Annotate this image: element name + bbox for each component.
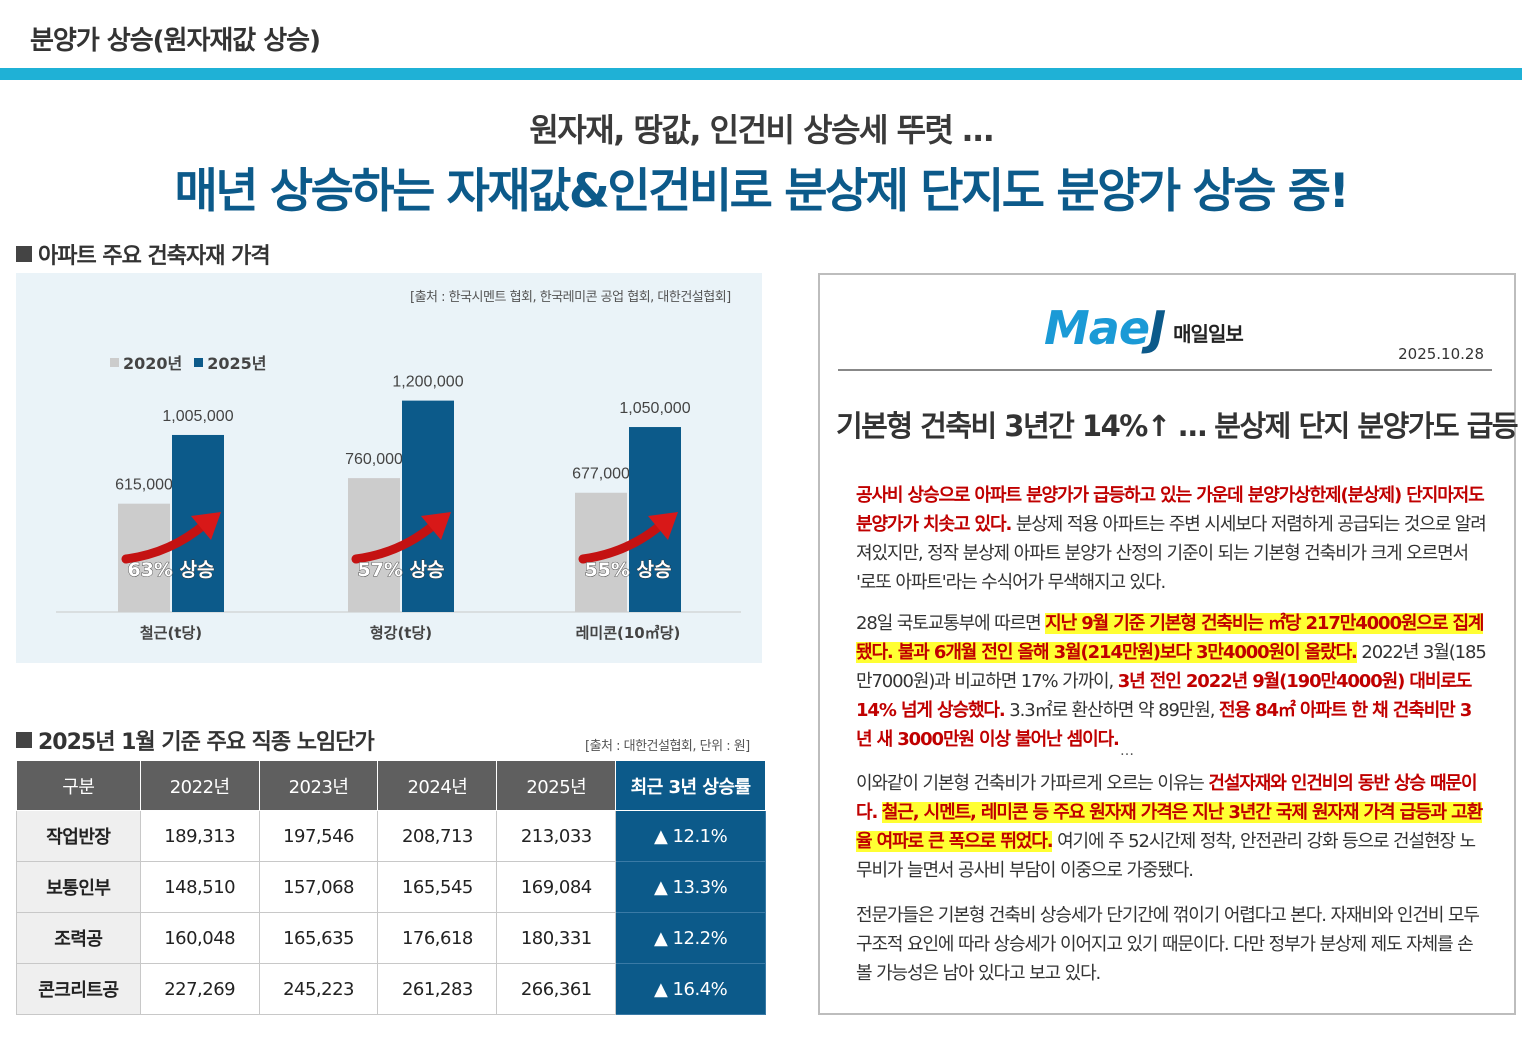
wage-table: 구분 2022년 2023년 2024년 2025년 최근 3년 상승률 작업반… [16,760,766,1015]
bar-2020 [348,478,400,612]
row-category: 콘크리트공 [16,963,141,1015]
cell-2023: 165,635 [258,912,379,964]
materials-section-title: 아파트 주요 건축자재 가격 [16,238,271,270]
category-label: 형강(t당) [370,624,432,642]
cell-2022: 189,313 [139,810,260,862]
legend-swatch-2025 [194,357,204,367]
wages-title-text: 2025년 1월 기준 주요 직종 노임단가 [38,730,375,755]
p2-text-a: 28일 국토교통부에 따르면 [856,613,1046,634]
maeil-logo: MaeJ 매일일보 [1044,305,1244,351]
row-category: 보통인부 [16,861,141,913]
table-row: 조력공 160,048 165,635 176,618 180,331 ▲ 12… [16,912,766,964]
increase-arrow-icon [578,512,678,564]
wages-source: [출처 : 대한건설협회, 단위 : 원] [585,739,750,754]
col-header-2022: 2022년 [139,760,260,811]
article-paragraph-4: 전문가들은 기본형 건축비 상승세가 단기간에 꺾이기 어렵다고 본다. 자재비… [856,905,1480,984]
col-header-2023: 2023년 [258,760,379,811]
wages-section-title: 2025년 1월 기준 주요 직종 노임단가 [16,724,375,756]
cell-2023: 245,223 [258,963,379,1015]
header-divider-bar [0,68,1522,80]
cell-2025: 169,084 [496,861,617,913]
cell-2024: 165,545 [377,861,498,913]
col-header-category: 구분 [16,760,141,811]
legend-swatch-2020 [110,357,119,367]
article-paragraph-2: 28일 국토교통부에 따르면 지난 9월 기준 기본형 건축비는 ㎡당 217만… [856,609,1487,754]
p3-emphasis-b: 건설자재와 인건비의 동반 상승 때문이다. [856,773,1478,823]
cell-2023: 157,068 [258,861,379,913]
article-paragraph-1: 공사비 상승으로 아파트 분양가가 급등하고 있는 가운데 분양가상한제(분상제… [856,481,1487,597]
p2-emphasis-f: 전용 84㎡ 아파트 한 채 건축비만 3년 새 3000만원 이상 불어난 셈… [856,700,1472,750]
row-category: 조력공 [16,912,141,964]
p2-text-e: 3.3㎡로 환산하면 약 89만원, [1004,700,1219,721]
legend-item-2025: 2025년 [194,350,267,374]
bar-2025 [402,400,454,612]
materials-bar-chart: 615,000 1,005,000 철근(t당) 63% 상승 760,000 1,200… [56,374,741,642]
logo-wordmark-j: J [1149,301,1166,355]
cell-2022: 227,269 [139,963,260,1015]
increase-arrow-icon [351,512,451,564]
cell-rate: ▲ 12.1% [615,810,766,862]
p2-emphasis-d: 3년 전인 2022년 9월(190만4000원) 대비로도 14% 넘게 상승… [856,671,1472,721]
row-category: 작업반장 [16,810,141,862]
chart-legend: 2020년 2025년 [110,350,267,374]
category-label: 철근(t당) [140,624,202,642]
col-header-rate: 최근 3년 상승률 [615,760,766,811]
materials-title-text: 아파트 주요 건축자재 가격 [38,244,271,269]
bar-value-label: 1,200,000 [392,374,463,391]
page-subheadline: 원자재, 땅값, 인건비 상승세 뚜렷 … [529,111,994,149]
bar-value-label: 677,000 [572,466,630,483]
increase-arrow-icon [121,512,221,564]
page-section-title: 분양가 상승(원자재값 상승) [30,26,321,56]
wage-table-header-row: 구분 2022년 2023년 2024년 2025년 최근 3년 상승률 [16,760,766,811]
page-headline: 매년 상승하는 자재값&인건비로 분상제 단지도 분양가 상승 중! [174,164,1350,219]
bar-value-label: 760,000 [345,451,403,468]
legend-item-2020: 2020년 [110,350,182,374]
p1-emphasis: 공사비 상승으로 아파트 분양가가 급등하고 있는 가운데 분양가상한제(분상제… [856,485,1485,535]
increase-label: 55% 상승 [584,559,671,581]
article-ellipsis: … [1120,743,1134,759]
cell-2024: 261,283 [377,963,498,1015]
cell-2022: 148,510 [139,861,260,913]
p3-text-a: 이와같이 기본형 건축비가 가파르게 오르는 이유는 [856,773,1209,794]
bar-value-label: 1,005,000 [162,408,233,425]
article-divider [838,369,1492,371]
article-headline: 기본형 건축비 3년간 14%↑ … 분상제 단지 분양가도 급등 [836,409,1519,443]
logo-korean-name: 매일일보 [1173,322,1244,346]
square-bullet-icon [16,732,32,748]
materials-source: [출처 : 한국시멘트 협회, 한국레미콘 공업 협회, 대한건설협회] [410,290,731,305]
cell-2025: 180,331 [496,912,617,964]
p2-text-c: 2022년 3월(185만7000원)과 비교하면 17% 가까이, [856,642,1487,692]
article-date: 2025.10.28 [1398,345,1484,363]
cell-2025: 266,361 [496,963,617,1015]
logo-wordmark-main: Mae [1044,301,1150,355]
article-paragraph-3: 이와같이 기본형 건축비가 가파르게 오르는 이유는 건설자재와 인건비의 동반… [856,769,1486,885]
increase-label: 63% 상승 [127,559,214,581]
increase-label: 57% 상승 [357,559,444,581]
legend-label-2020: 2020년 [123,354,183,373]
table-row: 작업반장 189,313 197,546 208,713 213,033 ▲ 1… [16,810,766,862]
cell-rate: ▲ 12.2% [615,912,766,964]
cell-2024: 176,618 [377,912,498,964]
p3-text-e: 여기에 주 52시간제 정착, 안전관리 강화 등으로 건설현장 노무비가 늘면… [856,831,1476,881]
cell-2023: 197,546 [258,810,379,862]
table-row: 콘크리트공 227,269 245,223 261,283 266,361 ▲ … [16,963,766,1015]
bar-value-label: 615,000 [115,477,173,494]
news-article-panel: MaeJ 매일일보 2025.10.28 기본형 건축비 3년간 14%↑ … … [818,273,1519,1015]
square-bullet-icon [16,246,32,262]
bar-value-label: 1,050,000 [619,400,690,417]
logo-wordmark: MaeJ [1044,305,1166,351]
cell-2024: 208,713 [377,810,498,862]
col-header-2024: 2024년 [377,760,498,811]
table-row: 보통인부 148,510 157,068 165,545 169,084 ▲ 1… [16,861,766,913]
category-label: 레미콘(10㎥당) [576,624,681,642]
cell-2025: 213,033 [496,810,617,862]
legend-label-2025: 2025년 [207,354,267,373]
cell-rate: ▲ 16.4% [615,963,766,1015]
cell-2022: 160,048 [139,912,260,964]
p1-text: 분상제 적용 아파트는 주변 시세보다 저렴하게 공급되는 것으로 알려져있지만… [856,514,1487,593]
cell-rate: ▲ 13.3% [615,861,766,913]
col-header-2025: 2025년 [496,760,617,811]
